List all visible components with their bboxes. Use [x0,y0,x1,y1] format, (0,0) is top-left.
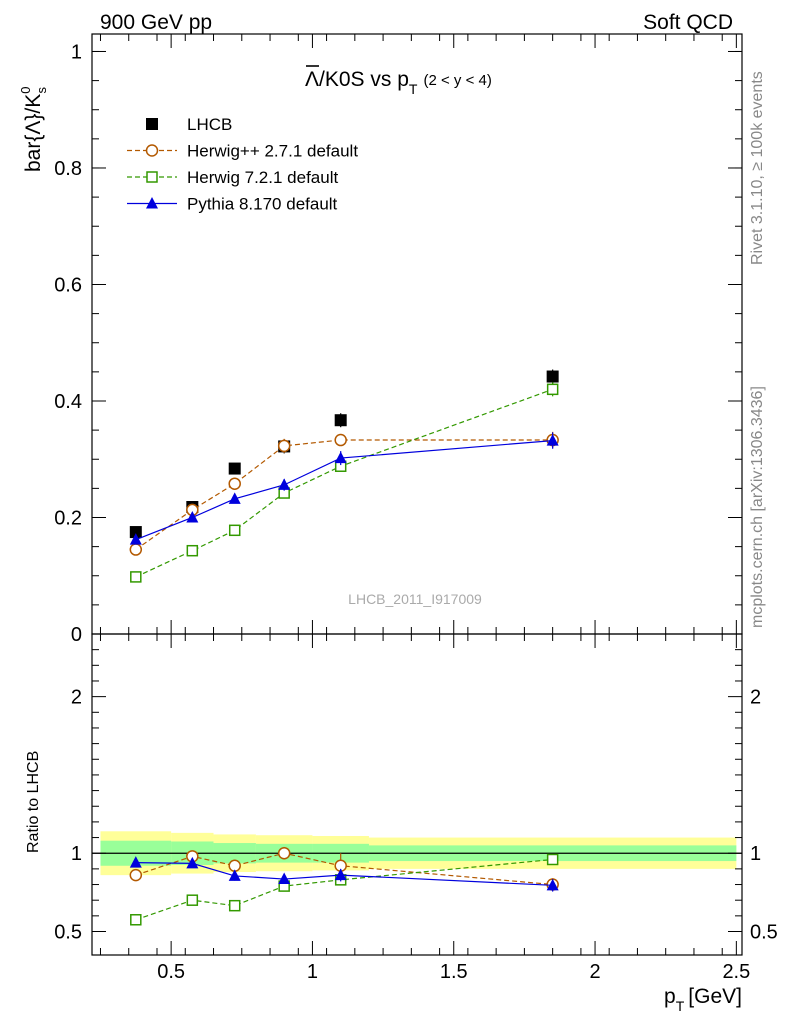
legend: LHCB Herwig++ 2.7.1 default Herwig 7.2.1 d… [127,115,358,214]
lower-frame-border [91,633,743,956]
upper-data-point-lhcb [228,462,241,475]
lower-data-point-herwig-2-7-1-default [129,868,143,882]
y-tick-label: 2 [71,687,82,709]
y-tick-label: 0.5 [54,922,82,944]
lower-plot-area: 0.5 1 1.5 2 2.50.5 0.51 12 2 [54,633,778,983]
upper-data-point-pythia-8-170-default [546,434,559,446]
legend-label-herwig-7-2-1-default: Herwig 7.2.1 default [187,168,338,187]
lower-data-point-herwig-7-2-1-default [228,899,241,912]
lower-data-point-pythia-8-170-default [278,872,291,885]
y-tick-label: 0 [71,624,82,646]
x-tick-label: 1 [307,961,318,983]
upper-data-point-herwig-7-2-1-default [186,544,199,557]
lower-data-point-herwig-7-2-1-default [130,914,142,926]
chart-title-range: (2 < y < 4) [423,72,491,89]
upper-data-point-lhcb [546,370,559,383]
lower-ylabel: Ratio to LHCB [25,751,42,853]
mcplots-label: mcplots.cern.ch [arXiv:1306.3436] [749,386,766,628]
legend-marker-pythia-8-170-default [146,197,158,209]
y-tick-label: 0.4 [54,391,82,413]
y-tick-label: 0.2 [54,507,82,529]
lower-data-point-herwig-7-2-1-default [186,894,199,906]
legend-marker-herwig-7-2-1-default [146,171,158,183]
x-tick-label: 0.5 [157,961,185,983]
chart-title-sub: T [409,81,418,97]
upper-series-line-herwig-7-2-1-default [135,388,553,578]
upper-data-point-herwig-2-7-1-default [228,477,241,490]
y-tick-label-right: 0.5 [750,922,778,944]
xlabel-unit: [GeV] [688,985,742,1008]
upper-data-point-pythia-8-170-default [278,478,291,490]
lower-data-point-pythia-8-170-default [186,856,199,869]
lower-series-line-pythia-8-170-default [135,862,553,886]
legend-label-lhcb: LHCB [187,115,232,134]
upper-ylabel-sup: 0 [18,87,33,94]
watermark: LHCB_2011_I917009 [348,591,482,607]
y-tick-label: 1 [71,843,82,865]
y-tick-label-right: 1 [750,843,761,865]
upper-data-point-herwig-2-7-1-default [129,543,143,556]
y-tick-label: 0.6 [54,274,82,296]
upper-series-line-pythia-8-170-default [135,440,553,541]
rivet-label: Rivet 3.1.10, ≥ 100k events [749,71,766,265]
upper-data-point-herwig-7-2-1-default [130,571,142,583]
x-tick-label: 2.5 [722,961,750,983]
header-right: Soft QCD [643,11,733,34]
upper-ylabel: bar{Λ}/K0s [18,87,49,172]
upper-ylabel-sub: s [34,87,49,94]
upper-data-point-pythia-8-170-default [228,492,241,504]
lower-data-point-pythia-8-170-default [129,856,142,868]
y-tick-label: 1 [71,41,82,63]
y-tick-label-right: 2 [750,687,761,709]
y-tick-label: 0.8 [54,158,82,180]
legend-marker-herwig-2-7-1-default [145,144,159,157]
header-left: 900 GeV pp [100,11,212,34]
xlabel-main: p [664,985,676,1008]
chart-title: Λ/K0S vs pT (2 < y < 4) [305,68,492,97]
xlabel: pT [GeV] [664,985,742,1014]
xlabel-sub: T [676,998,685,1014]
lower-data-point-pythia-8-170-default [546,878,559,891]
upper-series-line-herwig-2-7-1-default [135,439,553,551]
lower-data-point-herwig-7-2-1-default [546,853,559,866]
upper-data-point-herwig-2-7-1-default [334,433,347,447]
upper-data-point-pythia-8-170-default [129,533,142,545]
upper-data-point-lhcb [334,414,347,427]
legend-marker-lhcb [146,118,158,130]
lower-data-point-herwig-2-7-1-default [277,846,291,860]
upper-data-point-lhcb [129,526,142,539]
legend-label-herwig-2-7-1-default: Herwig++ 2.7.1 default [187,142,358,161]
x-tick-label: 1.5 [440,961,468,983]
legend-label-pythia-8-170-default: Pythia 8.170 default [187,195,338,214]
upper-ylabel-main: bar{Λ}/K [22,94,45,172]
upper-data-point-pythia-8-170-default [334,451,347,464]
upper-data-point-herwig-7-2-1-default [228,524,241,537]
x-tick-label: 2 [589,961,600,983]
lower-data-point-pythia-8-170-default [228,869,241,881]
chart-title-main: Λ/K0S vs p [305,68,409,91]
upper-data-point-herwig-2-7-1-default [277,439,291,453]
lower-data-point-pythia-8-170-default [334,868,347,881]
upper-data-point-pythia-8-170-default [186,510,199,523]
lower-series-line-herwig-2-7-1-default [135,852,553,886]
upper-data-point-herwig-7-2-1-default [546,383,559,396]
